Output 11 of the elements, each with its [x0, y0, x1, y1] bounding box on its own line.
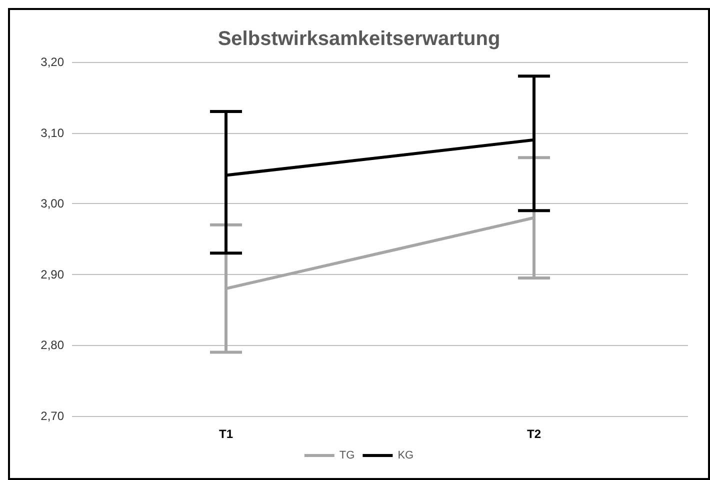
x-tick-label: T2 [526, 427, 542, 441]
y-tick-label: 2,70 [40, 409, 64, 423]
x-tick-label: T1 [218, 427, 234, 441]
legend-label: TG [339, 450, 355, 462]
y-tick-label: 2,80 [40, 338, 64, 352]
y-tick-label: 3,20 [40, 55, 64, 69]
y-tick-label: 3,10 [40, 126, 64, 140]
y-tick-label: 2,90 [40, 267, 64, 282]
chart-title: Selbstwirksamkeitserwartung [218, 28, 500, 50]
legend-label: KG [398, 450, 414, 462]
y-tick-label: 3,00 [40, 196, 64, 211]
